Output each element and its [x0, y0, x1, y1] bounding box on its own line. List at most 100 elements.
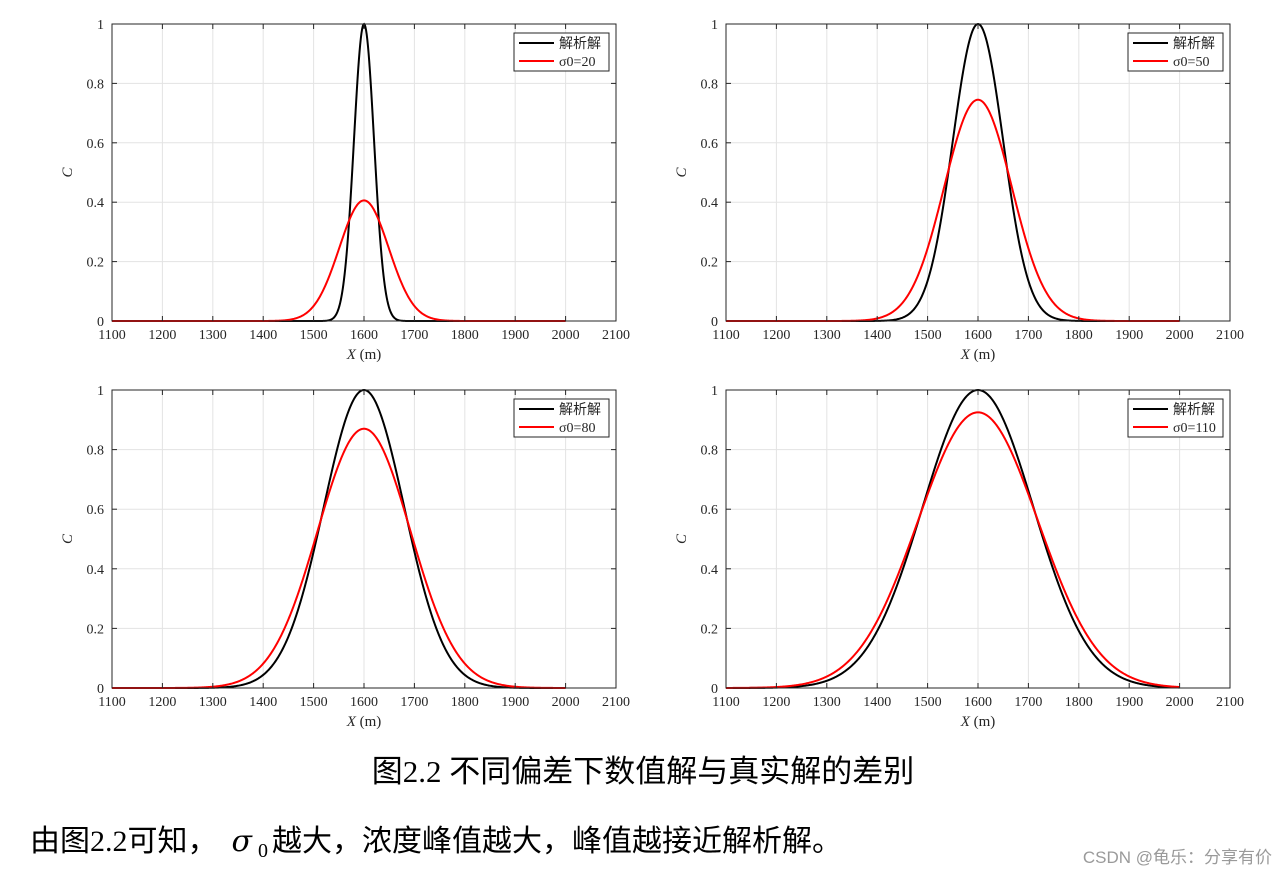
- x-tick-label: 1500: [914, 695, 942, 710]
- y-tick-label: 1: [97, 18, 104, 33]
- y-tick-label: 0.2: [87, 256, 105, 271]
- legend-box: [1127, 398, 1224, 438]
- series-line-numeric: [726, 98, 1180, 322]
- y-tick-label: 0.2: [701, 622, 719, 637]
- legend-box: [513, 32, 610, 72]
- legend: 解析解 σ0=50: [1127, 32, 1224, 72]
- x-tick-label: 1200: [148, 328, 176, 343]
- legend-label: 解析解: [1173, 36, 1215, 52]
- y-tick-label: 0: [711, 682, 718, 697]
- y-tick-label: 1: [711, 18, 718, 33]
- y-tick-label: 0.2: [87, 622, 105, 637]
- legend: 解析解 σ0=110: [1127, 398, 1224, 438]
- x-tick-label: 1400: [249, 328, 277, 343]
- x-tick-label: 1400: [249, 695, 277, 710]
- y-tick-label: 0: [97, 682, 104, 697]
- x-tick-label: 2100: [602, 328, 630, 343]
- y-tick-label: 0.4: [87, 196, 105, 211]
- x-tick-label: 1700: [400, 328, 428, 343]
- series-line-analytic: [112, 388, 566, 689]
- y-axis-label: C: [674, 533, 690, 544]
- y-tick-label: 0.6: [701, 137, 719, 152]
- x-axis-label: X (m): [346, 347, 382, 363]
- series-line-numeric: [112, 199, 566, 322]
- x-tick-label: 1800: [1065, 695, 1093, 710]
- x-tick-label: 1800: [451, 695, 479, 710]
- series-line-analytic: [112, 22, 566, 322]
- x-tick-label: 1800: [1065, 328, 1093, 343]
- legend-box: [513, 398, 610, 438]
- sigma-symbol: σ: [231, 824, 252, 859]
- x-tick-label: 1500: [300, 695, 328, 710]
- x-tick-label: 1900: [1115, 328, 1143, 343]
- y-tick-label: 0.2: [701, 256, 719, 271]
- x-tick-label: 1600: [350, 695, 378, 710]
- figure-caption: 图2.2 不同偏差下数值解与真实解的差别: [371, 754, 915, 789]
- y-tick-label: 0: [711, 315, 718, 330]
- x-tick-label: 1300: [813, 695, 841, 710]
- x-tick-label: 1200: [762, 328, 790, 343]
- legend-label: 解析解: [559, 36, 601, 52]
- x-tick-label: 1600: [964, 695, 992, 710]
- x-tick-label: 2000: [1166, 328, 1194, 343]
- x-tick-label: 1600: [964, 328, 992, 343]
- chart-panel-4: 1100 1200 1300 1400 1500 1600 1700 1800 1900 2000…: [674, 384, 1244, 730]
- y-tick-label: 0: [97, 315, 104, 330]
- x-axis-label: X (m): [960, 347, 996, 363]
- y-tick-label: 1: [97, 384, 104, 399]
- y-axis-label: C: [60, 533, 76, 544]
- x-tick-label: 1500: [914, 328, 942, 343]
- x-tick-label: 1500: [300, 328, 328, 343]
- body-text-after: 越大，浓度峰值越大，峰值越接近解析解。: [271, 825, 842, 858]
- y-tick-label: 0.4: [87, 563, 105, 578]
- x-tick-label: 2100: [602, 695, 630, 710]
- x-tick-label: 2000: [1166, 695, 1194, 710]
- y-tick-label: 0.4: [701, 563, 719, 578]
- chart-panel-2: 1100 1200 1300 1400 1500 1600 1700 1800 1900 2000…: [674, 18, 1244, 363]
- x-tick-label: 1800: [451, 328, 479, 343]
- x-tick-label: 2100: [1216, 695, 1244, 710]
- legend: 解析解 σ0=20: [513, 32, 610, 72]
- x-tick-label: 1100: [712, 695, 739, 710]
- legend-label: σ0=20: [559, 55, 595, 70]
- x-tick-label: 1700: [400, 695, 428, 710]
- figure-charts: 1100 1200 1300 1400 1500 1600 1700 1800 1900 2000…: [60, 18, 1244, 730]
- x-tick-label: 1900: [1115, 695, 1143, 710]
- y-tick-label: 0.6: [87, 137, 105, 152]
- x-tick-label: 1400: [863, 695, 891, 710]
- x-axis-label: X (m): [960, 714, 996, 730]
- x-tick-label: 2000: [552, 695, 580, 710]
- x-tick-label: 1700: [1014, 695, 1042, 710]
- chart-panel-3: 1100 1200 1300 1400 1500 1600 1700 1800 1900 2000…: [60, 384, 630, 730]
- series-line-analytic: [726, 22, 1180, 322]
- y-tick-label: 0.8: [87, 444, 105, 459]
- x-tick-label: 1900: [501, 328, 529, 343]
- legend-label: σ0=110: [1173, 421, 1216, 436]
- body-text-before: 由图2.2可知，: [30, 825, 218, 858]
- x-tick-label: 1600: [350, 328, 378, 343]
- series-line-numeric: [726, 411, 1180, 689]
- y-tick-label: 0.6: [701, 503, 719, 518]
- y-tick-label: 0.8: [701, 77, 719, 92]
- x-tick-label: 1200: [762, 695, 790, 710]
- watermark: CSDN @龟乐：分享有价: [1082, 848, 1272, 867]
- x-tick-label: 1100: [712, 328, 739, 343]
- legend-box: [1127, 32, 1224, 72]
- x-tick-label: 1200: [148, 695, 176, 710]
- y-tick-label: 1: [711, 384, 718, 399]
- y-axis-label: C: [674, 167, 690, 178]
- legend-label: σ0=80: [559, 421, 595, 436]
- x-tick-label: 1300: [813, 328, 841, 343]
- legend-label: σ0=50: [1173, 55, 1209, 70]
- body-text: 由图2.2可知， σ 0 越大，浓度峰值越大，峰值越接近解析解。: [30, 822, 842, 871]
- x-tick-label: 1700: [1014, 328, 1042, 343]
- x-tick-label: 1300: [199, 695, 227, 710]
- x-tick-label: 2000: [552, 328, 580, 343]
- legend: 解析解 σ0=80: [513, 398, 610, 438]
- y-tick-label: 0.4: [701, 196, 719, 211]
- y-tick-label: 0.6: [87, 503, 105, 518]
- x-tick-label: 1400: [863, 328, 891, 343]
- x-tick-label: 1100: [98, 695, 125, 710]
- legend-label: 解析解: [559, 402, 601, 418]
- x-tick-label: 1300: [199, 328, 227, 343]
